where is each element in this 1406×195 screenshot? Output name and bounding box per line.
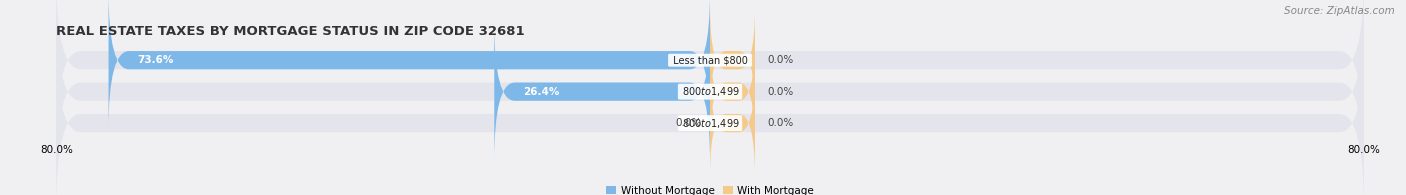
Text: 0.0%: 0.0% xyxy=(768,87,793,97)
FancyBboxPatch shape xyxy=(710,38,755,145)
Text: 73.6%: 73.6% xyxy=(138,55,173,65)
Text: REAL ESTATE TAXES BY MORTGAGE STATUS IN ZIP CODE 32681: REAL ESTATE TAXES BY MORTGAGE STATUS IN … xyxy=(56,25,524,38)
FancyBboxPatch shape xyxy=(56,38,1364,195)
Text: Source: ZipAtlas.com: Source: ZipAtlas.com xyxy=(1284,6,1395,16)
Text: 0.0%: 0.0% xyxy=(768,55,793,65)
FancyBboxPatch shape xyxy=(56,0,1364,145)
FancyBboxPatch shape xyxy=(56,6,1364,177)
FancyBboxPatch shape xyxy=(108,0,710,130)
Text: $800 to $1,499: $800 to $1,499 xyxy=(679,117,741,130)
FancyBboxPatch shape xyxy=(495,22,710,161)
FancyBboxPatch shape xyxy=(710,6,755,114)
Text: 0.0%: 0.0% xyxy=(768,118,793,128)
FancyBboxPatch shape xyxy=(710,69,755,177)
Text: 0.0%: 0.0% xyxy=(676,118,702,128)
Legend: Without Mortgage, With Mortgage: Without Mortgage, With Mortgage xyxy=(606,186,814,195)
Text: $800 to $1,499: $800 to $1,499 xyxy=(679,85,741,98)
Text: Less than $800: Less than $800 xyxy=(669,55,751,65)
Text: 26.4%: 26.4% xyxy=(523,87,560,97)
